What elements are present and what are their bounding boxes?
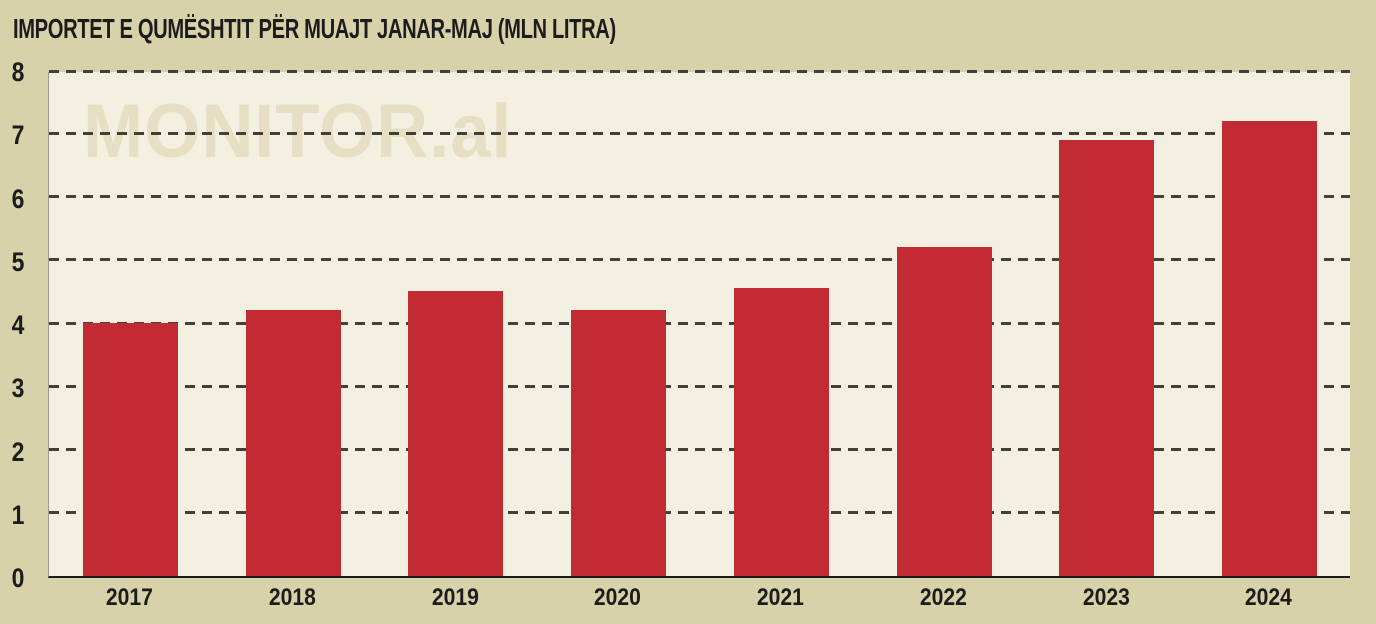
- plot-area: MONITOR.al: [48, 70, 1350, 578]
- gridline-3: [49, 384, 1350, 388]
- y-axis: 0 1 2 3 4 5 6 7 8: [0, 58, 36, 592]
- bar-2019: [408, 291, 504, 576]
- x-tick-label-2020: 2020: [594, 584, 642, 611]
- y-tick-label-5: 5: [11, 246, 25, 277]
- gridline-1: [49, 511, 1350, 515]
- bar-2022: [896, 247, 992, 576]
- gridline-8: [49, 70, 1350, 73]
- chart-title: IMPORTET E QUMËSHTIT PËR MUAJT JANAR-MAJ…: [13, 13, 616, 44]
- y-tick-label-3: 3: [11, 373, 25, 404]
- x-tick-label-2018: 2018: [268, 584, 316, 611]
- x-tick-label-2022: 2022: [919, 584, 967, 611]
- bar-2018: [245, 310, 341, 576]
- y-tick-label-8: 8: [11, 57, 25, 87]
- y-tick-label-7: 7: [11, 120, 25, 151]
- x-tick-label-2017: 2017: [105, 584, 153, 611]
- x-tick-label-2023: 2023: [1082, 584, 1130, 611]
- bar-2021: [733, 288, 829, 576]
- bar-2024: [1222, 120, 1318, 576]
- y-tick-label-4: 4: [11, 310, 25, 340]
- gridline-2: [49, 448, 1350, 451]
- gridline-5: [49, 258, 1350, 262]
- x-tick-label-2024: 2024: [1245, 584, 1293, 611]
- watermark-monitor-al: MONITOR.al: [83, 89, 513, 174]
- x-axis: 2017 2018 2019 2020 2021 2022 2023 2024: [48, 584, 1350, 618]
- y-tick-label-6: 6: [11, 183, 25, 214]
- x-tick-label-2019: 2019: [431, 584, 479, 611]
- gridline-6: [49, 195, 1350, 198]
- bar-2017: [82, 323, 178, 576]
- y-tick-label-0: 0: [11, 563, 25, 593]
- gridline-7: [49, 131, 1350, 135]
- y-tick-label-2: 2: [11, 436, 25, 467]
- bar-2023: [1059, 139, 1155, 576]
- gridline-4: [49, 321, 1350, 325]
- y-tick-label-1: 1: [11, 499, 25, 530]
- x-tick-label-2021: 2021: [756, 584, 804, 611]
- bar-2020: [571, 310, 667, 576]
